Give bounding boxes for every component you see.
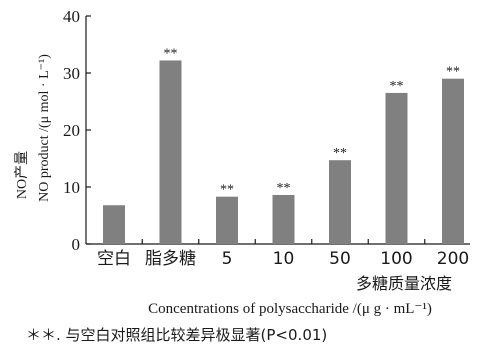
x-category-label: 脂多糖 — [145, 249, 196, 269]
y-tick-label: 40 — [63, 7, 80, 26]
y-tick-label: 20 — [63, 121, 80, 140]
significance-footnote: ＊＊. 与空白对照组比较差异极显著(P<0.01) — [26, 326, 327, 344]
significance-mark: ** — [277, 181, 291, 196]
bar-5 — [385, 92, 408, 244]
bar-group — [103, 60, 464, 245]
x-category-label: 10 — [273, 249, 295, 269]
significance-mark: ** — [446, 65, 460, 80]
x-category-label: 100 — [380, 249, 412, 269]
bar-4 — [329, 160, 351, 244]
x-axis-label-cn: 多糖质量浓度 — [356, 274, 452, 293]
significance-mark: ** — [390, 79, 404, 94]
bar-2 — [216, 196, 238, 244]
x-axis-label-en: Concentrations of polysaccharide /(μ g ·… — [148, 301, 432, 317]
significance-mark: ** — [164, 46, 178, 61]
bar-6 — [442, 78, 464, 244]
y-tick-label: 30 — [63, 64, 80, 83]
y-axis-label-en: NO product /(μ mol · L⁻¹) — [37, 54, 52, 202]
significance-mark: ** — [333, 146, 347, 161]
x-category-label: 5 — [222, 249, 233, 269]
bar-0 — [103, 205, 125, 244]
y-tick-label: 10 — [63, 178, 80, 197]
y-tick-label: 0 — [72, 235, 81, 254]
y-axis-label-cn: NO产量 — [14, 151, 30, 199]
x-category-label: 50 — [329, 249, 351, 269]
bar-3 — [272, 194, 295, 244]
significance-mark: ** — [220, 183, 234, 198]
x-category-label: 200 — [437, 249, 469, 269]
x-category-label: 空白 — [97, 249, 131, 269]
bar-1 — [159, 60, 182, 245]
label-group: 0 10 20 30 40 空白 脂多糖 ** 5 ** 10 ** 50 ** 100 ** 200 ** — [63, 7, 469, 269]
